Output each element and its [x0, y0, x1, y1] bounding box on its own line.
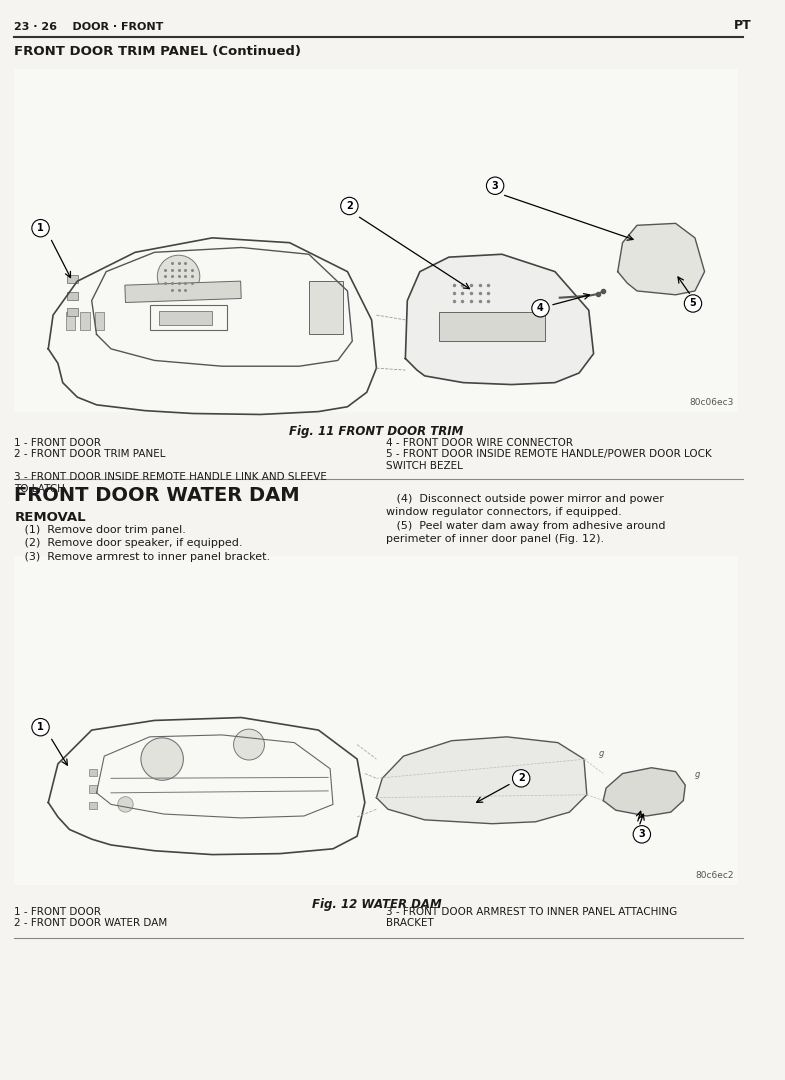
Bar [67, 275, 79, 283]
Bar [67, 308, 79, 316]
Bar [14, 556, 739, 885]
Polygon shape [618, 224, 705, 295]
Text: window regulator connectors, if equipped.: window regulator connectors, if equipped… [386, 508, 622, 517]
Text: (2)  Remove door speaker, if equipped.: (2) Remove door speaker, if equipped. [14, 538, 243, 548]
Text: 3: 3 [638, 829, 645, 839]
Text: g: g [695, 770, 700, 780]
Circle shape [513, 770, 530, 787]
Bar [125, 281, 241, 302]
Bar [159, 311, 212, 325]
Text: (5)  Peel water dam away from adhesive around: (5) Peel water dam away from adhesive ar… [386, 521, 666, 530]
Circle shape [32, 219, 49, 237]
Text: FRONT DOOR WATER DAM: FRONT DOOR WATER DAM [14, 486, 300, 504]
Bar [439, 312, 546, 341]
Text: 2: 2 [518, 773, 524, 783]
Text: BRACKET: BRACKET [386, 918, 434, 929]
Text: REMOVAL: REMOVAL [14, 511, 86, 524]
Polygon shape [603, 768, 685, 816]
Bar [67, 292, 79, 299]
Text: 80c06ec3: 80c06ec3 [689, 397, 733, 407]
Circle shape [633, 825, 651, 843]
Circle shape [487, 177, 504, 194]
Circle shape [118, 797, 133, 812]
Text: 3 - FRONT DOOR INSIDE REMOTE HANDLE LINK AND SLEEVE: 3 - FRONT DOOR INSIDE REMOTE HANDLE LINK… [14, 472, 327, 483]
Text: 4 - FRONT DOOR WIRE CONNECTOR: 4 - FRONT DOOR WIRE CONNECTOR [386, 437, 573, 447]
Text: 1: 1 [37, 723, 44, 732]
Text: (1)  Remove door trim panel.: (1) Remove door trim panel. [14, 525, 186, 535]
Text: 23 · 26    DOOR · FRONT: 23 · 26 DOOR · FRONT [14, 23, 164, 32]
Bar [89, 801, 97, 809]
Text: perimeter of inner door panel (Fig. 12).: perimeter of inner door panel (Fig. 12). [386, 535, 604, 544]
Text: 2 - FRONT DOOR WATER DAM: 2 - FRONT DOOR WATER DAM [14, 918, 168, 929]
Text: 1 - FRONT DOOR: 1 - FRONT DOOR [14, 907, 101, 917]
Bar [150, 306, 227, 329]
Bar [94, 312, 104, 329]
Circle shape [157, 255, 200, 298]
Text: SWITCH BEZEL: SWITCH BEZEL [386, 461, 463, 471]
Text: 80c6ec2: 80c6ec2 [695, 870, 733, 880]
Text: FRONT DOOR TRIM PANEL (Continued): FRONT DOOR TRIM PANEL (Continued) [14, 44, 301, 58]
Text: Fig. 12 WATER DAM: Fig. 12 WATER DAM [312, 899, 441, 912]
Polygon shape [405, 254, 593, 384]
Circle shape [685, 295, 702, 312]
Circle shape [32, 718, 49, 735]
Bar [66, 312, 75, 329]
Text: PT: PT [733, 19, 751, 32]
Text: (3)  Remove armrest to inner panel bracket.: (3) Remove armrest to inner panel bracke… [14, 552, 271, 562]
Text: 1: 1 [37, 224, 44, 233]
Circle shape [531, 299, 550, 318]
Circle shape [141, 738, 184, 780]
Bar [14, 69, 739, 411]
Bar [89, 785, 97, 793]
Circle shape [234, 729, 265, 760]
Text: Fig. 11 FRONT DOOR TRIM: Fig. 11 FRONT DOOR TRIM [289, 426, 464, 438]
Text: 2 - FRONT DOOR TRIM PANEL: 2 - FRONT DOOR TRIM PANEL [14, 449, 166, 459]
Text: (4)  Disconnect outside power mirror and power: (4) Disconnect outside power mirror and … [386, 494, 664, 503]
Text: 1 - FRONT DOOR: 1 - FRONT DOOR [14, 437, 101, 447]
Bar [80, 312, 89, 329]
Circle shape [341, 198, 358, 215]
Text: g: g [598, 750, 604, 758]
Bar [309, 281, 342, 335]
Text: 3: 3 [491, 180, 498, 191]
Polygon shape [377, 737, 587, 824]
Text: 4: 4 [537, 303, 544, 313]
Bar [89, 769, 97, 777]
Text: 5 - FRONT DOOR INSIDE REMOTE HANDLE/POWER DOOR LOCK: 5 - FRONT DOOR INSIDE REMOTE HANDLE/POWE… [386, 449, 712, 459]
Text: TO LATCH: TO LATCH [14, 484, 65, 494]
Text: 3 - FRONT DOOR ARMREST TO INNER PANEL ATTACHING: 3 - FRONT DOOR ARMREST TO INNER PANEL AT… [386, 907, 677, 917]
Text: 2: 2 [346, 201, 352, 211]
Text: 5: 5 [689, 298, 696, 309]
